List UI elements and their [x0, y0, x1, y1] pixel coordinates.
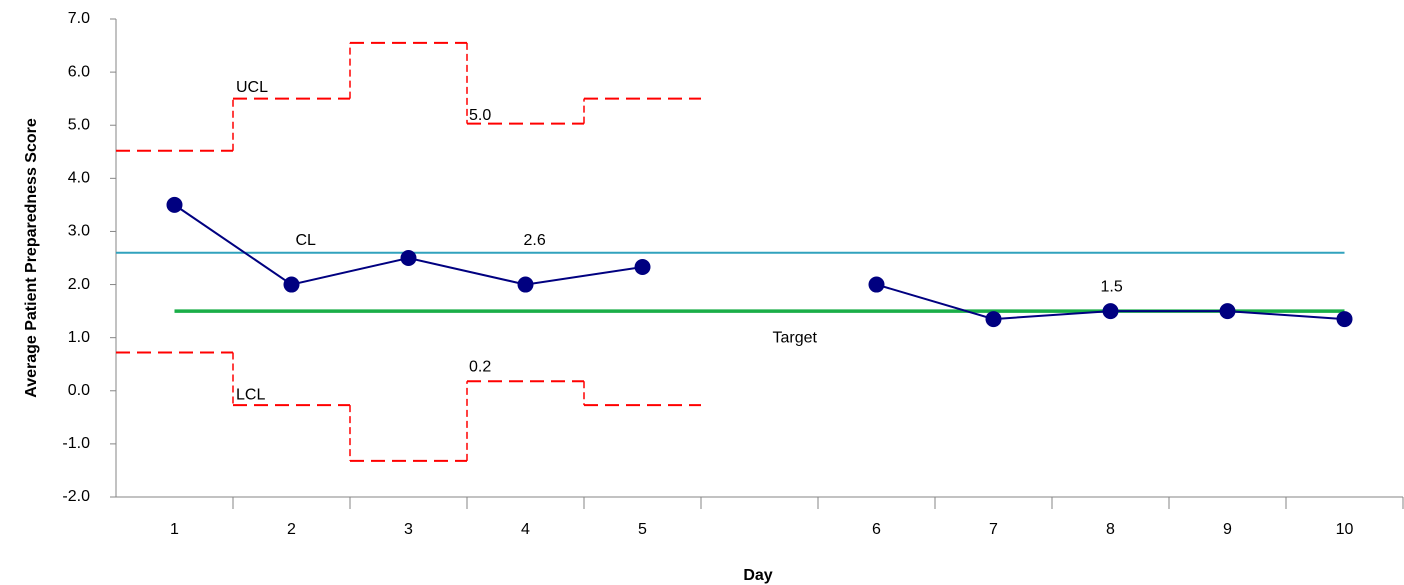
- data-point: [283, 276, 300, 293]
- data-point: [166, 196, 183, 213]
- y-axis-label: Average Patient Preparedness Score: [23, 118, 40, 398]
- ucl-value-label: 5.0: [469, 107, 491, 124]
- y-tick-label: 4.0: [68, 170, 90, 187]
- y-tick-label: -2.0: [62, 488, 90, 505]
- y-tick-label: 6.0: [68, 63, 90, 80]
- data-point: [1102, 303, 1119, 320]
- lcl-value-label: 0.2: [469, 358, 491, 375]
- x-tick-label: 3: [404, 521, 413, 538]
- x-tick-label: 7: [989, 521, 998, 538]
- y-tick-label: 1.0: [68, 329, 90, 346]
- data-point: [985, 311, 1002, 328]
- y-tick-label: 3.0: [68, 223, 90, 240]
- y-tick-label: 5.0: [68, 116, 90, 133]
- x-tick-label: 1: [170, 521, 179, 538]
- data-point: [517, 276, 534, 293]
- y-tick-label: 7.0: [68, 10, 90, 27]
- x-tick-label: 2: [287, 521, 296, 538]
- data-point: [400, 250, 417, 266]
- ucl-label: UCL: [236, 79, 268, 96]
- x-tick-label: 8: [1106, 521, 1115, 538]
- x-axis-label: Day: [743, 567, 772, 584]
- x-tick-label: 9: [1223, 521, 1232, 538]
- x-tick-label: 10: [1336, 521, 1354, 538]
- target-label: Target: [773, 329, 818, 346]
- data-point: [1336, 311, 1353, 328]
- cl-label: CL: [296, 232, 317, 249]
- x-tick-label: 5: [638, 521, 647, 538]
- x-tick-label: 6: [872, 521, 881, 538]
- y-tick-label: 2.0: [68, 276, 90, 293]
- data-point: [634, 259, 651, 276]
- cl-value-label: 2.6: [524, 232, 546, 249]
- y-tick-label: 0.0: [68, 382, 90, 399]
- series-line: [173, 204, 1345, 321]
- target-value-label: 1.5: [1101, 278, 1123, 295]
- data-point: [868, 276, 885, 293]
- lcl-label: LCL: [236, 386, 265, 403]
- data-point: [1219, 303, 1236, 320]
- x-tick-label: 4: [521, 521, 530, 538]
- y-tick-label: -1.0: [62, 435, 90, 452]
